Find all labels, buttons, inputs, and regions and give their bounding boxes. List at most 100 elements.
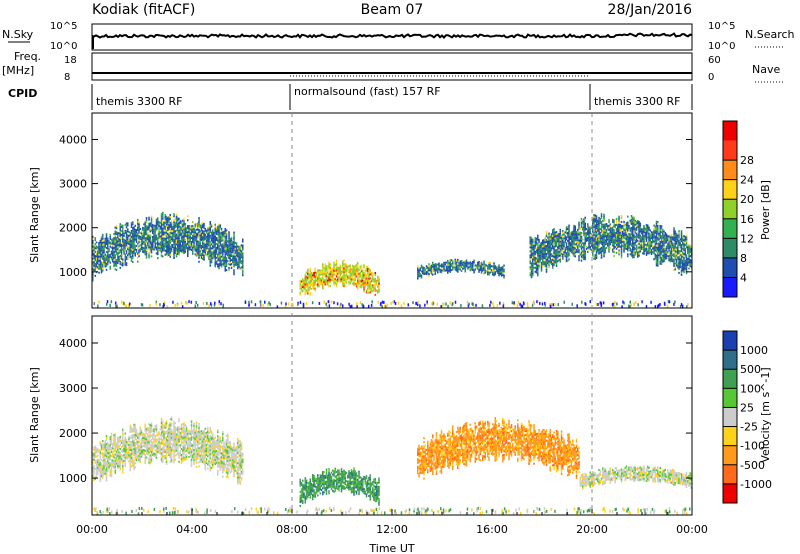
heatmap-cell <box>177 245 179 248</box>
heatmap-cell <box>602 219 604 222</box>
heatmap-cell <box>437 271 439 274</box>
heatmap-cell <box>314 283 317 286</box>
heatmap-cell <box>622 234 624 237</box>
heatmap-cell <box>122 234 124 237</box>
heatmap-cell <box>600 240 603 243</box>
heatmap-cell <box>595 256 598 259</box>
heatmap-cell <box>604 219 607 222</box>
heatmap-cell <box>555 241 558 244</box>
heatmap-cell <box>632 232 634 235</box>
heatmap-cell <box>100 255 103 258</box>
heatmap-cell <box>605 232 608 235</box>
heatmap-cell <box>329 262 332 265</box>
heatmap-cell <box>215 227 218 230</box>
heatmap-cell <box>153 224 155 227</box>
heatmap-cell <box>683 266 685 269</box>
heatmap-cell <box>337 266 339 269</box>
heatmap-cell <box>137 256 139 259</box>
heatmap-cell <box>349 272 352 275</box>
heatmap-cell <box>374 287 377 290</box>
speckle <box>416 301 418 305</box>
heatmap-cell <box>205 231 208 234</box>
heatmap-cell <box>192 230 194 233</box>
heatmap-cell <box>613 231 615 234</box>
speckle <box>392 300 394 304</box>
heatmap-cell <box>657 246 659 249</box>
heatmap-cell <box>209 230 212 233</box>
heatmap-cell <box>338 278 340 281</box>
speckle <box>287 302 290 306</box>
heatmap-cell <box>100 269 103 272</box>
heatmap-cell <box>472 268 474 271</box>
heatmap-cell <box>689 265 692 268</box>
heatmap-cell <box>175 253 178 256</box>
heatmap-cell <box>630 222 633 225</box>
heatmap-cell <box>595 223 598 226</box>
heatmap-cell <box>552 243 554 246</box>
heatmap-cell <box>530 244 533 247</box>
heatmap-cell <box>580 247 583 250</box>
speckle <box>460 304 462 308</box>
heatmap-cell <box>120 251 123 254</box>
heatmap-cell <box>145 234 148 237</box>
heatmap-cell <box>183 252 185 255</box>
heatmap-cell <box>160 223 163 226</box>
heatmap-cell <box>122 232 124 235</box>
heatmap-cell <box>593 233 595 236</box>
speckle <box>356 302 358 306</box>
heatmap-cell <box>313 279 315 282</box>
heatmap-cell <box>118 238 120 241</box>
heatmap-cell <box>238 265 240 268</box>
heatmap-cell <box>227 260 229 263</box>
heatmap-cell <box>220 235 223 238</box>
heatmap-cell <box>559 242 562 245</box>
speckle <box>269 302 272 306</box>
heatmap-cell <box>567 227 569 230</box>
heatmap-cell <box>242 266 244 269</box>
heatmap-cell <box>627 229 629 232</box>
heatmap-cell <box>97 248 99 251</box>
heatmap-cell <box>669 236 672 239</box>
heatmap-cell <box>167 219 169 222</box>
heatmap-cell <box>99 265 102 268</box>
speckle <box>333 301 335 305</box>
heatmap-cell <box>110 473 113 476</box>
heatmap-cell <box>173 235 175 238</box>
heatmap-cell <box>102 476 104 479</box>
heatmap-cell <box>365 283 368 286</box>
heatmap-cell <box>204 233 207 236</box>
heatmap-cell <box>659 228 662 231</box>
heatmap-cell <box>673 262 675 265</box>
heatmap-cell <box>162 233 164 236</box>
heatmap-cell <box>312 278 314 281</box>
heatmap-cell <box>114 268 117 271</box>
heatmap-cell <box>329 280 332 283</box>
heatmap-cell <box>120 226 123 229</box>
heatmap-cell <box>593 221 595 224</box>
heatmap-cell <box>107 251 109 254</box>
heatmap-cell <box>220 243 223 246</box>
heatmap-cell <box>154 238 157 241</box>
heatmap-cell <box>327 281 329 284</box>
heatmap-cell <box>124 261 127 264</box>
heatmap-cell <box>208 238 210 241</box>
heatmap-cell <box>202 249 204 252</box>
heatmap-cell <box>644 249 647 252</box>
heatmap-cell <box>612 248 614 251</box>
heatmap-cell <box>105 268 108 271</box>
heatmap-cell <box>147 242 149 245</box>
heatmap-cell <box>174 238 177 241</box>
heatmap-cell <box>165 225 168 228</box>
heatmap-cell <box>170 234 173 237</box>
heatmap-cell <box>103 249 105 252</box>
heatmap-cell <box>367 287 369 290</box>
heatmap-cell <box>498 274 500 277</box>
heatmap-cell <box>555 239 558 242</box>
heatmap-cell <box>330 277 333 280</box>
speckle <box>116 304 118 308</box>
heatmap-cell <box>530 264 533 267</box>
heatmap-cell <box>599 221 602 224</box>
heatmap-cell <box>145 240 148 243</box>
heatmap-cell <box>532 268 534 271</box>
heatmap-cell <box>92 251 94 254</box>
